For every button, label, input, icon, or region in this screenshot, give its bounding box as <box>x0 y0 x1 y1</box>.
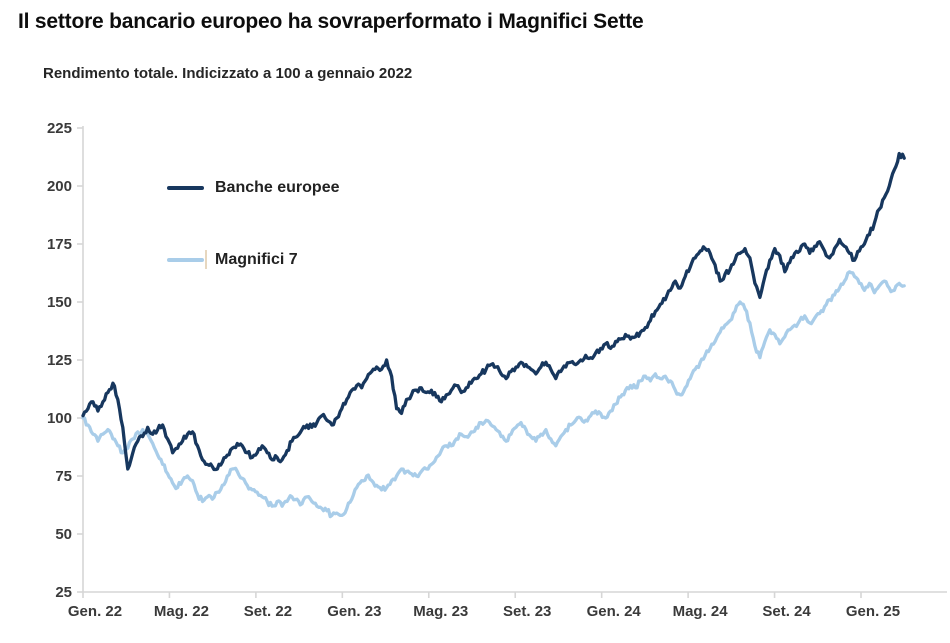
svg-text:175: 175 <box>47 236 72 253</box>
svg-text:125: 125 <box>47 352 72 369</box>
svg-text:75: 75 <box>55 468 72 485</box>
svg-text:50: 50 <box>55 526 72 543</box>
svg-text:Gen. 24: Gen. 24 <box>587 603 642 620</box>
svg-text:100: 100 <box>47 410 72 427</box>
svg-text:Mag. 22: Mag. 22 <box>154 603 209 620</box>
svg-text:Set. 22: Set. 22 <box>244 603 292 620</box>
cursor-artifact <box>205 250 207 269</box>
chart-legend: Banche europee Magnifici 7 <box>167 179 339 269</box>
svg-text:Set. 23: Set. 23 <box>503 603 551 620</box>
svg-text:Mag. 23: Mag. 23 <box>413 603 468 620</box>
page-title: Il settore bancario europeo ha sovraperf… <box>18 10 644 33</box>
legend-label-magnifici-7: Magnifici 7 <box>215 251 298 268</box>
svg-text:200: 200 <box>47 178 72 195</box>
svg-text:Gen. 22: Gen. 22 <box>68 603 122 620</box>
svg-text:Gen. 23: Gen. 23 <box>327 603 381 620</box>
mag7-line-swatch-icon <box>167 258 204 262</box>
legend-item-banche-europee: Banche europee <box>167 179 339 197</box>
legend-item-magnifici-7: Magnifici 7 <box>167 251 339 269</box>
svg-text:Gen. 25: Gen. 25 <box>846 603 900 620</box>
legend-label-banche-europee: Banche europee <box>215 179 340 196</box>
chart-subtitle: Rendimento totale. Indicizzato a 100 a g… <box>43 65 413 82</box>
banks-line-swatch-icon <box>167 186 204 190</box>
svg-text:Set. 24: Set. 24 <box>762 603 811 620</box>
svg-text:25: 25 <box>55 584 72 601</box>
svg-text:150: 150 <box>47 294 72 311</box>
svg-text:225: 225 <box>47 120 72 137</box>
svg-text:Mag. 24: Mag. 24 <box>673 603 729 620</box>
